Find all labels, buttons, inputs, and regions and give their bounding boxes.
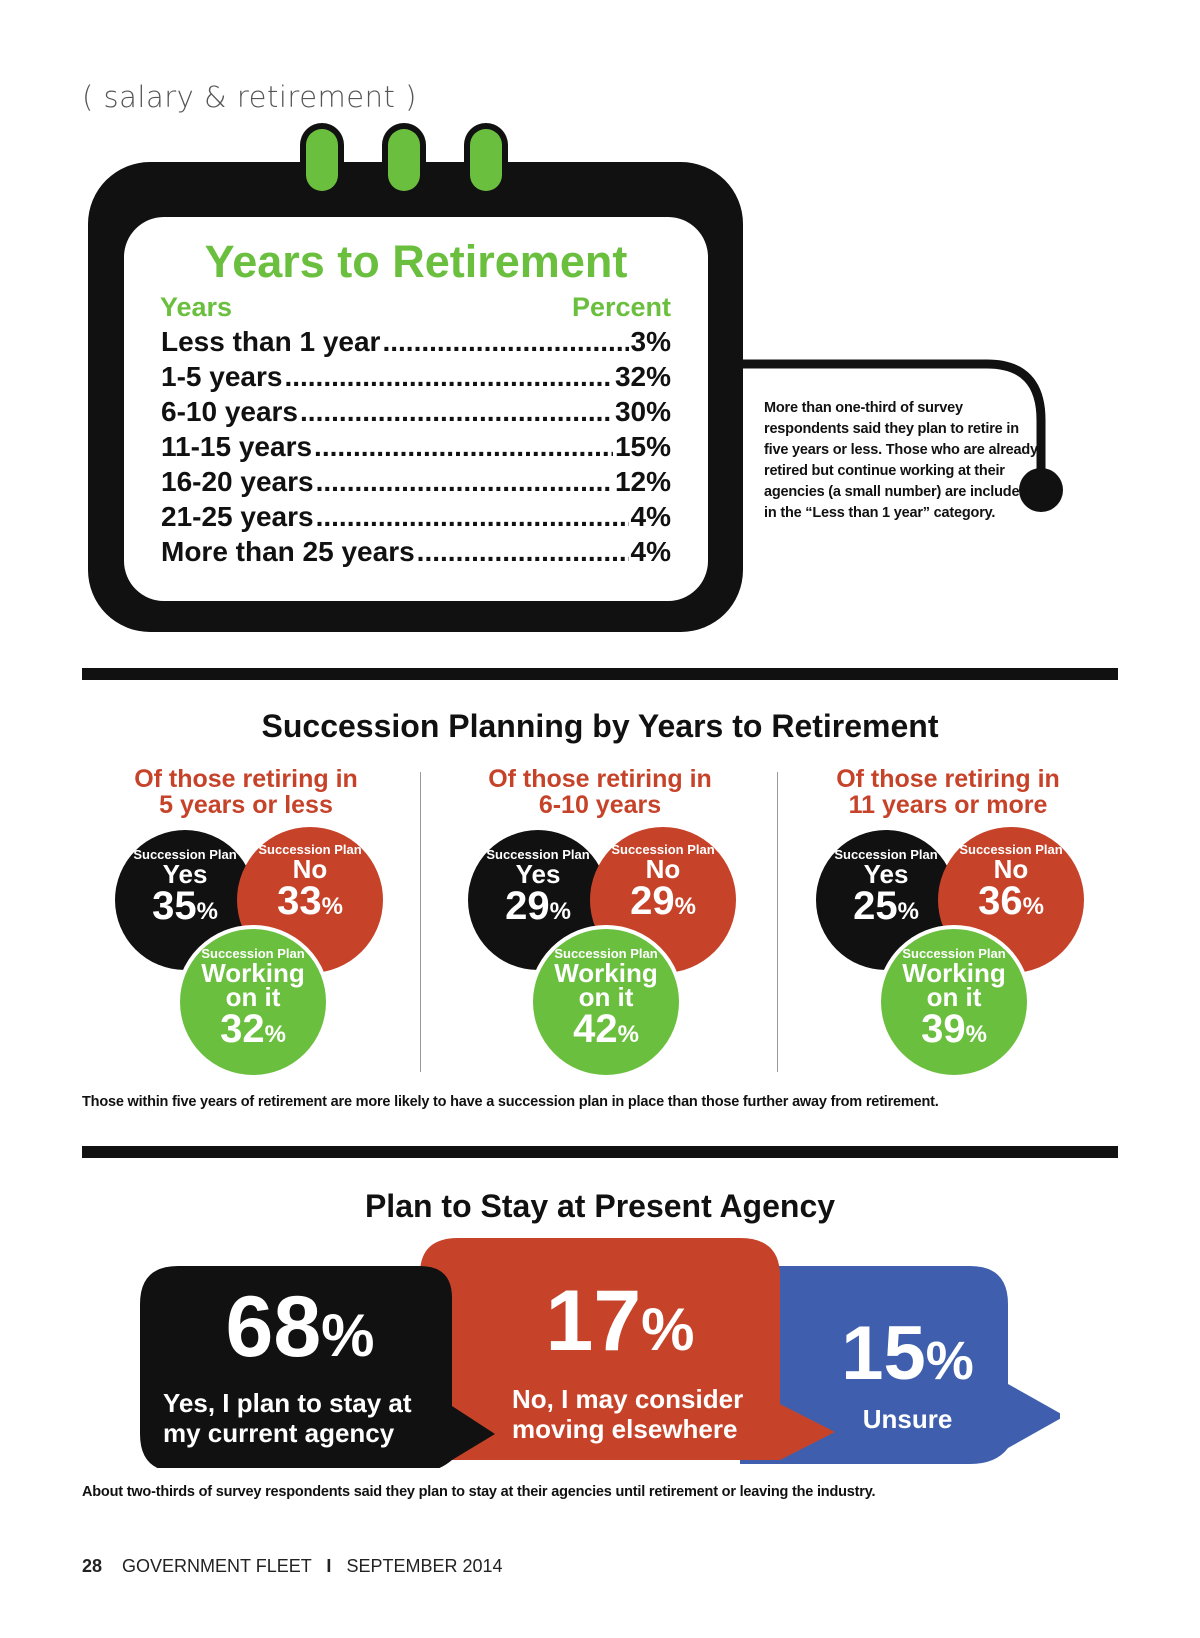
page-footer: 28 GOVERNMENT FLEET I SEPTEMBER 2014 [82, 1556, 503, 1577]
connector-dot-icon [1019, 468, 1063, 512]
table-row: 16-20 years12% [161, 466, 671, 501]
publication-name: GOVERNMENT FLEET [122, 1556, 312, 1576]
issue-date: SEPTEMBER 2014 [346, 1556, 503, 1576]
footer-separator: I [326, 1556, 332, 1576]
succession-caption: Those within five years of retirement ar… [82, 1094, 939, 1110]
stay-banner [140, 1238, 1060, 1468]
table-row: 1-5 years32% [161, 361, 671, 396]
stay-unsure-label: Unsure [862, 1404, 953, 1434]
circle-working: Succession Plan Working on it 32% [176, 925, 330, 1079]
years-table-title: Years to Retirement [204, 236, 628, 287]
years-column-header: Years [160, 292, 233, 322]
section-tag: ( salary & retirement ) [82, 80, 417, 114]
circle-working: Succession Plan Working on it 42% [529, 925, 683, 1079]
succession-title: Succession Planning by Years to Retireme… [261, 708, 939, 744]
page-number: 28 [82, 1556, 103, 1576]
stay-no-percent: 17% [545, 1273, 695, 1369]
calendar-ring-icon [382, 123, 426, 205]
stay-no-label: No, I may consider moving elsewhere [512, 1384, 744, 1444]
table-row: 21-25 years4% [161, 501, 671, 536]
stay-yes-label: Yes, I plan to stay at my current agency [163, 1388, 412, 1448]
table-row: 6-10 years30% [161, 396, 671, 431]
calendar-ring-icon [464, 123, 508, 205]
group-heading: Of those retiring in 6-10 years [488, 765, 712, 819]
column-divider [420, 772, 421, 1072]
table-row: More than 25 years4% [161, 536, 671, 571]
table-row: Less than 1 year3% [161, 326, 671, 361]
connector-line [743, 359, 1063, 512]
divider [82, 1146, 1118, 1158]
stay-unsure-percent: 15% [841, 1311, 974, 1396]
calendar-ring-icon [300, 123, 344, 205]
years-table: Less than 1 year3% 1-5 years32% 6-10 yea… [161, 326, 671, 571]
years-note: More than one-third of survey respondent… [764, 400, 1038, 521]
table-row: 11-15 years15% [161, 431, 671, 466]
divider [82, 668, 1118, 680]
group-heading: Of those retiring in 5 years or less [134, 765, 358, 819]
column-divider [777, 772, 778, 1072]
stay-caption: About two-thirds of survey respondents s… [82, 1484, 876, 1500]
circle-working: Succession Plan Working on it 39% [877, 925, 1031, 1079]
stay-yes-percent: 68% [225, 1279, 375, 1375]
group-heading: Of those retiring in 11 years or more [836, 765, 1060, 819]
stay-title: Plan to Stay at Present Agency [364, 1188, 836, 1224]
percent-column-header: Percent [571, 292, 671, 322]
